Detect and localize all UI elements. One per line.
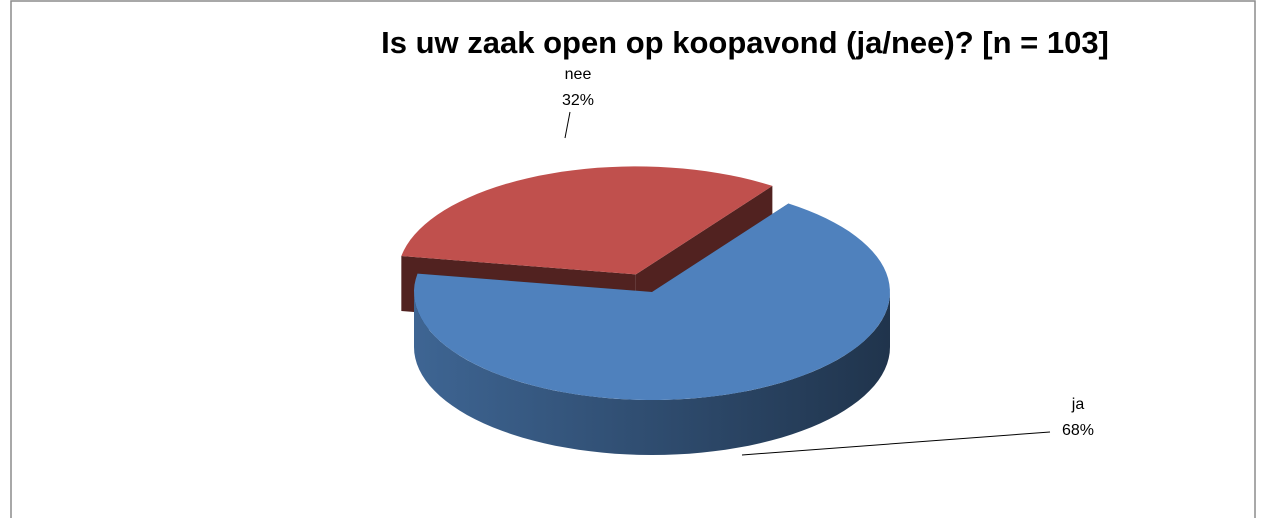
- category-label: ja: [1071, 396, 1085, 413]
- value-label: 32%: [562, 92, 594, 109]
- category-label: nee: [565, 66, 592, 83]
- slice: [401, 166, 773, 275]
- chart-title: Is uw zaak open op koopavond (ja/nee)? […: [381, 25, 1109, 60]
- leader-line: [564, 111, 571, 139]
- value-label: 68%: [1062, 422, 1094, 439]
- slice-side: [414, 292, 890, 455]
- slice: [414, 203, 890, 400]
- leader-line: [741, 431, 1051, 456]
